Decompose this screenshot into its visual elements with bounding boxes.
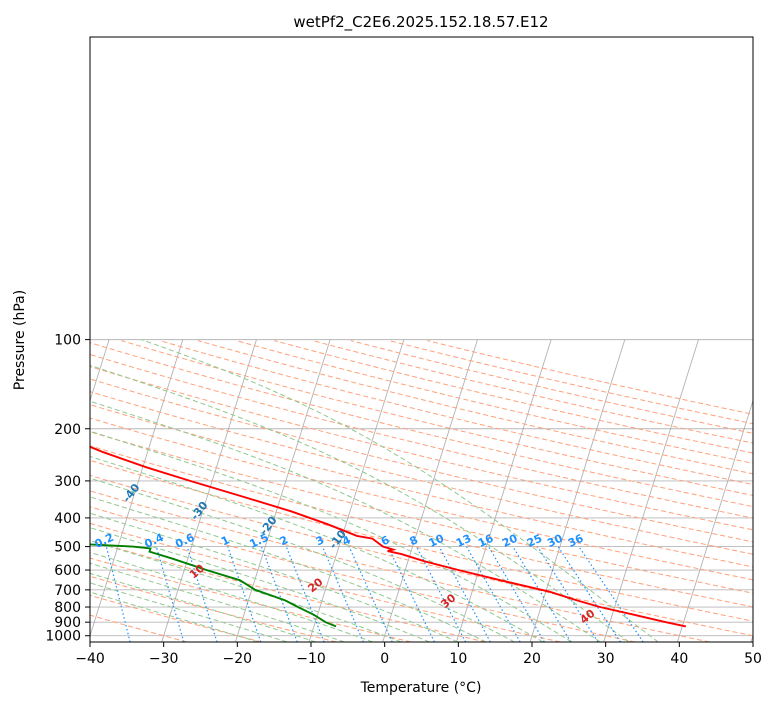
isotherm-line	[455, 339, 552, 642]
moist-adiabat-line	[90, 551, 373, 642]
moist-adiabat-line	[90, 496, 487, 642]
moist-adiabat-line	[90, 582, 288, 642]
mixing-ratio-line	[285, 546, 325, 642]
dry-adiabat-line	[90, 417, 753, 581]
moist-adiabat-line	[90, 527, 430, 642]
x-tick-label: −20	[223, 651, 253, 667]
y-tick-label: 600	[54, 563, 81, 579]
dry-adiabat-line	[90, 445, 753, 608]
mixing-ratio-line	[387, 546, 435, 642]
dry-adiabat-line	[90, 474, 753, 637]
moist-adiabat-line	[90, 400, 601, 642]
mixing-ratio-line	[260, 546, 298, 642]
y-tick-label: 100	[54, 333, 81, 349]
dry-adiabat-line	[159, 340, 753, 486]
x-tick-label: 10	[449, 651, 467, 667]
x-tick-label: −10	[296, 651, 326, 667]
moist-adiabat-line	[90, 562, 345, 642]
isotherm-line	[90, 339, 184, 638]
dry-adiabat-line	[197, 340, 753, 475]
x-tick-label: 0	[380, 651, 389, 667]
x-tick-label: 50	[744, 651, 762, 667]
x-tick-label: 30	[597, 651, 615, 667]
series-layer	[90, 445, 687, 628]
mixing-ratio-line	[557, 546, 621, 642]
mixing-ratio-line	[348, 546, 393, 642]
isotherm-line	[234, 339, 331, 642]
dry-adiabat-line	[90, 404, 753, 568]
mixing-ratio-line	[321, 546, 364, 642]
dry-adiabat-line	[90, 459, 753, 622]
mixing-ratio-line	[105, 546, 131, 642]
mixing-ratio-line	[537, 546, 599, 642]
y-tick-label: 700	[54, 583, 81, 599]
mixing-ratio-label: 10	[427, 532, 447, 550]
plot-grid-layer	[90, 339, 753, 642]
moist-adiabat-line	[90, 456, 544, 642]
moist-adiabat-line	[141, 339, 659, 642]
mixing-ratio-label: 16	[476, 532, 496, 550]
y-axis-label: Pressure (hPa)	[12, 290, 28, 390]
mixing-ratio-line	[186, 546, 218, 642]
axes-layer: −40 −30 −20 −10 0 10 20 30 40 50 100 200 300 400 500 60…	[45, 333, 762, 667]
y-tick-label: 200	[54, 422, 81, 438]
isotherm-line	[382, 339, 478, 642]
isotherm-line	[676, 399, 753, 642]
isotherm-line	[161, 339, 257, 642]
isotherm-line	[603, 339, 699, 642]
mixing-ratio-label: 36	[566, 532, 586, 550]
isotherm-line	[308, 339, 405, 642]
moist-adiabat-line	[90, 364, 630, 642]
dewpoint-profile-line	[90, 543, 337, 628]
moist-adiabat-line	[90, 477, 515, 642]
moist-adiabat-line	[90, 540, 402, 642]
dry-adiabat-line	[121, 340, 753, 496]
dry-adiabat-line	[90, 353, 753, 519]
dry-adiabat-line	[90, 366, 753, 531]
mixing-ratio-line	[227, 546, 262, 642]
temperature-profile-line	[90, 445, 687, 628]
mixing-ratio-line	[415, 546, 467, 642]
y-tick-label: 500	[54, 540, 81, 556]
moist-adiabat-line	[90, 512, 458, 642]
mixing-ratio-line	[512, 546, 572, 642]
moist-adiabat-line	[90, 591, 259, 642]
chart-title: wetPf2_C2E6.2025.152.18.57.E12	[293, 13, 548, 32]
dry-adiabat-line	[90, 490, 710, 642]
dry-adiabat-line	[90, 431, 753, 594]
mixing-ratio-line	[155, 546, 185, 642]
y-tick-label: 300	[54, 474, 81, 490]
dry-adiabat-line	[90, 342, 753, 508]
x-axis-label: Temperature (°C)	[360, 680, 482, 696]
dry-adiabat-line	[90, 378, 753, 543]
x-tick-label: −40	[75, 651, 105, 667]
mixing-ratio-label: 20	[500, 532, 520, 550]
mixing-ratio-line	[488, 546, 545, 642]
mixing-ratio-label: 25	[525, 532, 544, 550]
isotherm-line	[90, 339, 110, 403]
x-tick-label: 20	[523, 651, 541, 667]
x-tick-label: −30	[149, 651, 179, 667]
mixing-ratio-label: 13	[454, 532, 473, 550]
y-tick-label: 400	[54, 511, 81, 527]
x-tick-label: 40	[670, 651, 688, 667]
y-tick-label: 900	[54, 615, 81, 631]
y-tick-label: 800	[54, 600, 81, 616]
y-tick-label: 1000	[45, 629, 81, 645]
mixing-ratio-label: 30	[545, 532, 565, 550]
